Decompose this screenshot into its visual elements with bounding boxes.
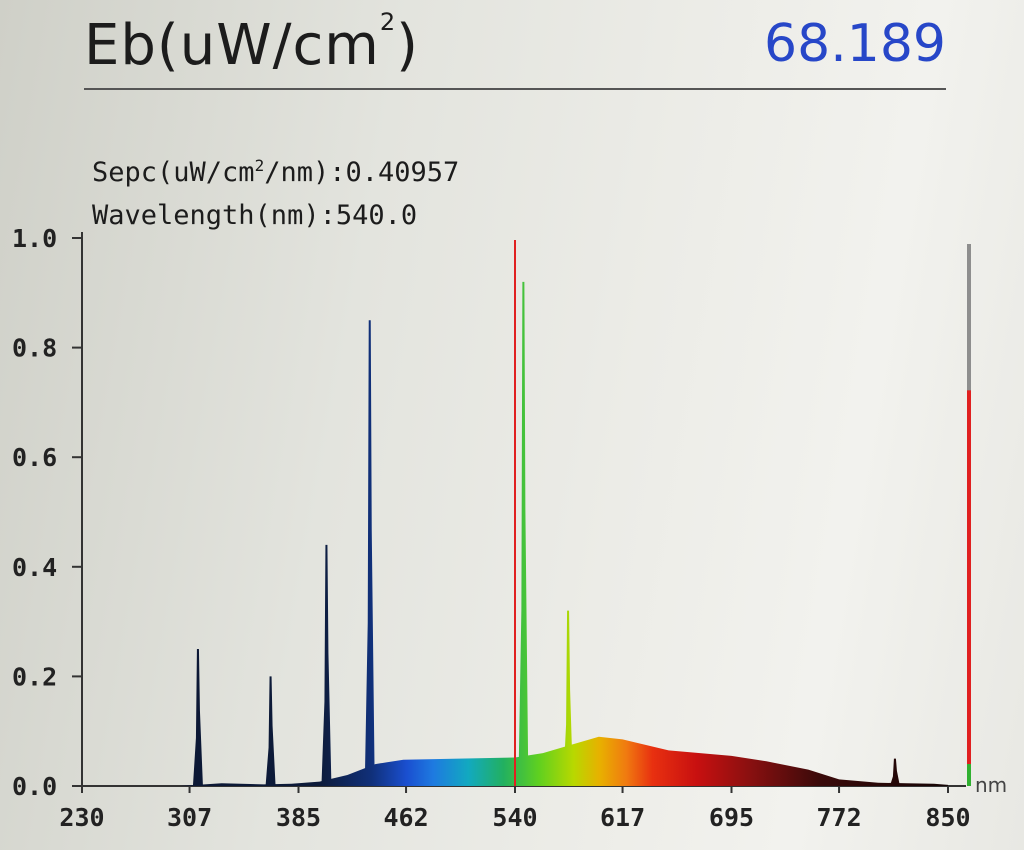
title-superscript: 2 bbox=[379, 8, 397, 36]
peak-line bbox=[321, 544, 332, 786]
irradiance-value: 68.189 bbox=[764, 14, 946, 74]
spectral-readout: Sepc(uW/cm2/nm):0.40957 bbox=[92, 156, 459, 188]
y-tick-label: 0.0 bbox=[12, 772, 57, 801]
x-tick-label: 307 bbox=[167, 803, 212, 832]
level-bar-foot bbox=[967, 764, 971, 786]
title-prefix: Eb(uW/cm bbox=[84, 13, 380, 78]
spectral-peaks bbox=[192, 281, 900, 786]
peak-line bbox=[889, 758, 900, 786]
x-tick-label: 385 bbox=[276, 803, 321, 832]
x-tick-label: 617 bbox=[600, 803, 645, 832]
x-tick-label: 230 bbox=[59, 803, 104, 832]
peak-line bbox=[518, 281, 529, 786]
spec-suffix: /nm):0.40957 bbox=[264, 157, 460, 188]
y-tick-labels: 1.0 0.8 0.6 0.4 0.2 0.0 bbox=[12, 224, 82, 801]
y-tick-label: 0.4 bbox=[12, 553, 57, 582]
spec-superscript: 2 bbox=[254, 156, 265, 175]
level-bar-fill bbox=[967, 390, 971, 786]
irradiance-title: Eb(uW/cm2) bbox=[84, 8, 419, 78]
y-tick-label: 0.8 bbox=[12, 334, 57, 363]
y-tick-label: 1.0 bbox=[12, 224, 57, 253]
peak-line bbox=[563, 610, 574, 786]
x-tick-label: 772 bbox=[816, 803, 861, 832]
x-tick-label: 462 bbox=[383, 803, 428, 832]
x-tick-labels: 230 307 385 462 540 617 695 772 850 bbox=[59, 786, 971, 832]
peak-line bbox=[364, 320, 375, 786]
spec-prefix: Sepc(uW/cm bbox=[92, 157, 255, 188]
peak-line bbox=[265, 676, 276, 786]
y-tick-label: 0.2 bbox=[12, 662, 57, 691]
x-unit-label: nm bbox=[975, 773, 1007, 797]
x-tick-label: 850 bbox=[925, 803, 970, 832]
title-suffix: ) bbox=[396, 13, 419, 78]
x-tick-label: 540 bbox=[492, 803, 537, 832]
peak-line bbox=[192, 649, 203, 786]
header-divider bbox=[84, 88, 946, 90]
x-tick-label: 695 bbox=[709, 803, 754, 832]
y-tick-label: 0.6 bbox=[12, 443, 57, 472]
wavelength-readout: Wavelength(nm):540.0 bbox=[92, 200, 418, 231]
level-bar bbox=[967, 244, 971, 786]
